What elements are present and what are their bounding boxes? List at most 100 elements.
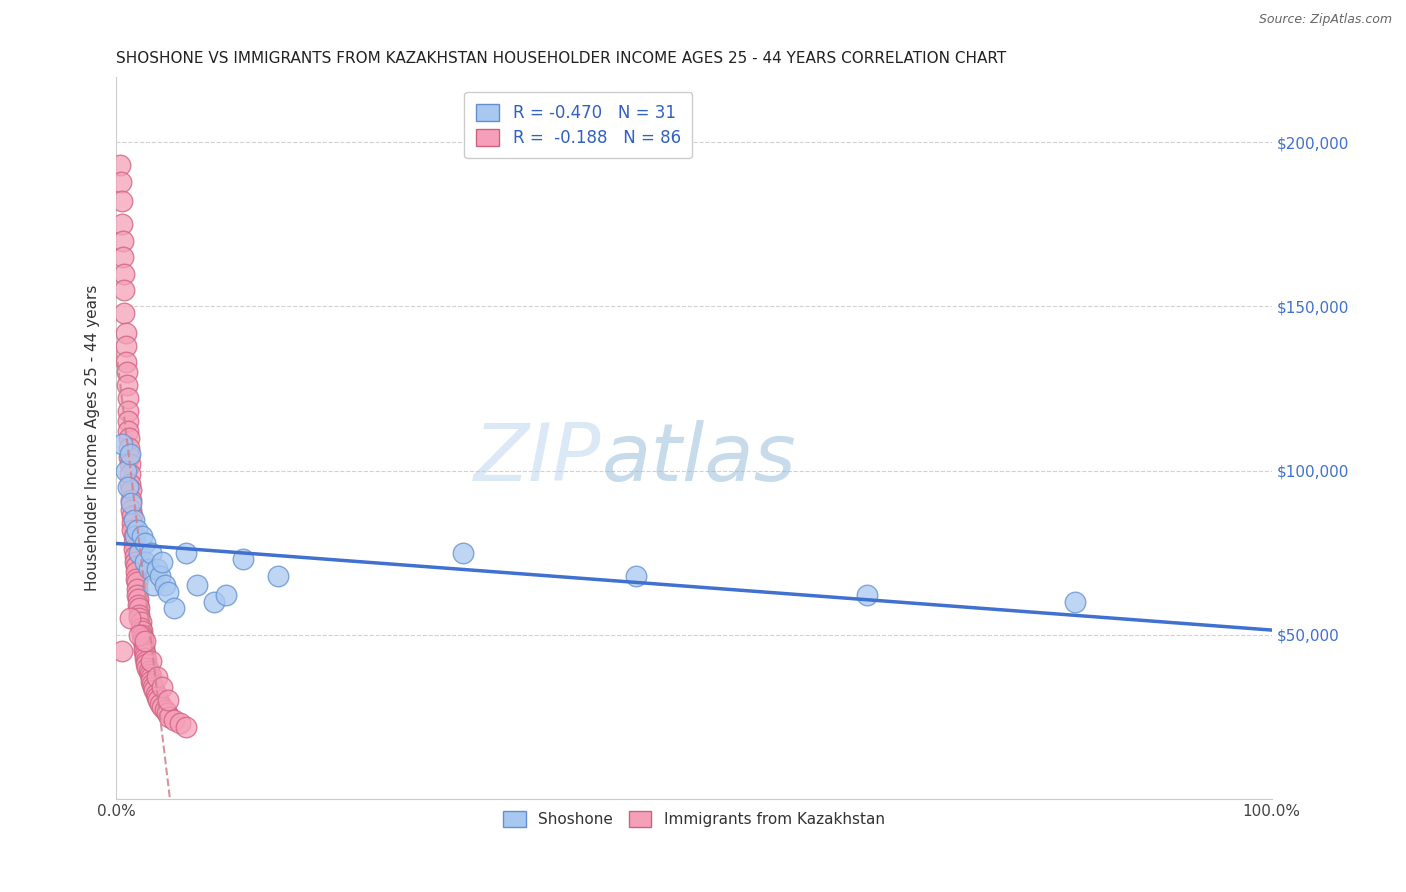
Point <box>125 588 148 602</box>
Point <box>124 549 146 563</box>
Text: atlas: atlas <box>602 420 796 499</box>
Point <box>139 673 162 688</box>
Point <box>149 568 172 582</box>
Legend: Shoshone, Immigrants from Kazakhstan: Shoshone, Immigrants from Kazakhstan <box>495 804 893 835</box>
Point <box>129 615 152 629</box>
Point <box>134 650 156 665</box>
Point <box>108 158 131 172</box>
Point <box>128 611 150 625</box>
Point <box>232 552 254 566</box>
Point <box>131 628 153 642</box>
Point <box>451 546 474 560</box>
Point <box>135 654 157 668</box>
Point <box>624 568 647 582</box>
Point <box>146 693 169 707</box>
Point <box>127 598 149 612</box>
Point <box>120 457 142 471</box>
Point <box>120 611 142 625</box>
Point <box>131 624 153 639</box>
Point <box>149 697 172 711</box>
Point <box>141 677 163 691</box>
Point <box>145 562 167 576</box>
Point <box>139 667 162 681</box>
Point <box>120 496 142 510</box>
Point <box>267 568 290 582</box>
Point <box>174 720 197 734</box>
Point <box>112 267 135 281</box>
Point <box>138 562 160 576</box>
Point <box>111 217 134 231</box>
Point <box>120 447 142 461</box>
Point <box>152 556 174 570</box>
Point <box>128 628 150 642</box>
Point <box>129 621 152 635</box>
Point <box>135 657 157 672</box>
Point <box>114 463 136 477</box>
Point <box>122 542 145 557</box>
Point <box>138 664 160 678</box>
Point <box>117 424 139 438</box>
Point <box>125 566 148 580</box>
Point <box>143 683 166 698</box>
Point <box>132 634 155 648</box>
Point <box>152 680 174 694</box>
Point <box>125 582 148 596</box>
Point <box>156 706 179 721</box>
Point <box>120 503 142 517</box>
Point <box>174 546 197 560</box>
Point <box>186 578 208 592</box>
Point <box>111 437 134 451</box>
Text: SHOSHONE VS IMMIGRANTS FROM KAZAKHSTAN HOUSEHOLDER INCOME AGES 25 - 44 YEARS COR: SHOSHONE VS IMMIGRANTS FROM KAZAKHSTAN H… <box>117 51 1007 66</box>
Point <box>157 710 180 724</box>
Point <box>145 670 167 684</box>
Point <box>122 535 145 549</box>
Point <box>122 529 145 543</box>
Point <box>115 378 138 392</box>
Point <box>139 546 162 560</box>
Point <box>118 450 141 465</box>
Point <box>136 660 159 674</box>
Point <box>152 699 174 714</box>
Point <box>120 493 142 508</box>
Point <box>121 516 143 530</box>
Point <box>134 634 156 648</box>
Point <box>142 680 165 694</box>
Point <box>163 601 186 615</box>
Point <box>125 558 148 573</box>
Point <box>163 713 186 727</box>
Point <box>1064 595 1087 609</box>
Text: Source: ZipAtlas.com: Source: ZipAtlas.com <box>1258 13 1392 27</box>
Point <box>112 283 135 297</box>
Point <box>117 480 139 494</box>
Point <box>124 529 146 543</box>
Y-axis label: Householder Income Ages 25 - 44 years: Householder Income Ages 25 - 44 years <box>86 285 100 591</box>
Point <box>118 431 141 445</box>
Point <box>134 648 156 662</box>
Point <box>169 716 191 731</box>
Point <box>128 601 150 615</box>
Point <box>112 234 135 248</box>
Point <box>132 644 155 658</box>
Point <box>132 631 155 645</box>
Point <box>131 529 153 543</box>
Point <box>145 690 167 704</box>
Point <box>153 703 176 717</box>
Point <box>121 523 143 537</box>
Point <box>120 476 142 491</box>
Point <box>115 365 138 379</box>
Point <box>139 654 162 668</box>
Point <box>153 578 176 592</box>
Point <box>134 556 156 570</box>
Point <box>110 175 132 189</box>
Point <box>117 404 139 418</box>
Point <box>134 535 156 549</box>
Point <box>128 546 150 560</box>
Point <box>125 523 148 537</box>
Point <box>127 591 149 606</box>
Point <box>215 588 238 602</box>
Point <box>114 339 136 353</box>
Point <box>145 687 167 701</box>
Point <box>117 414 139 428</box>
Point <box>120 483 142 498</box>
Point <box>112 250 135 264</box>
